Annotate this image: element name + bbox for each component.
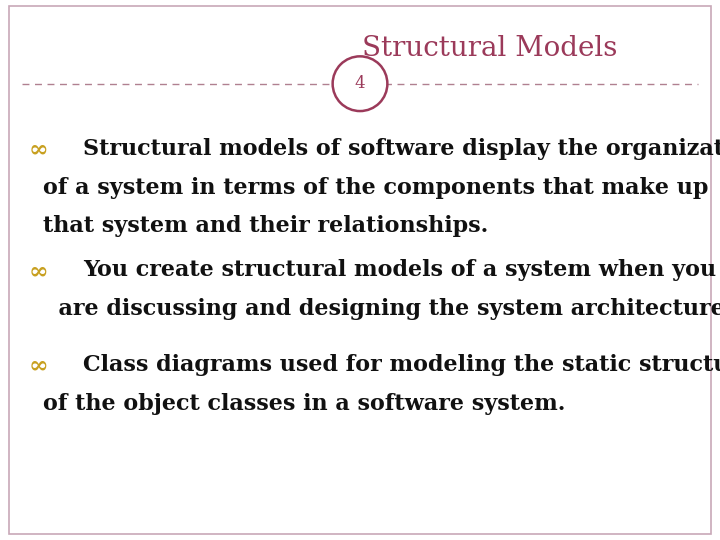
Text: Structural Models: Structural Models xyxy=(362,35,617,62)
Text: ∞: ∞ xyxy=(29,354,48,377)
Text: are discussing and designing the system architecture.: are discussing and designing the system … xyxy=(43,298,720,320)
FancyBboxPatch shape xyxy=(9,6,711,534)
Text: You create structural models of a system when you: You create structural models of a system… xyxy=(83,259,716,281)
Text: ∞: ∞ xyxy=(29,138,48,161)
Text: of the object classes in a software system.: of the object classes in a software syst… xyxy=(43,393,566,415)
Text: ∞: ∞ xyxy=(29,259,48,283)
Text: that system and their relationships.: that system and their relationships. xyxy=(43,215,488,238)
Text: of a system in terms of the components that make up: of a system in terms of the components t… xyxy=(43,177,708,199)
Text: Class diagrams used for modeling the static structure: Class diagrams used for modeling the sta… xyxy=(83,354,720,376)
Ellipse shape xyxy=(333,56,387,111)
Text: Structural models of software display the organization: Structural models of software display th… xyxy=(83,138,720,160)
Text: 4: 4 xyxy=(355,75,365,92)
